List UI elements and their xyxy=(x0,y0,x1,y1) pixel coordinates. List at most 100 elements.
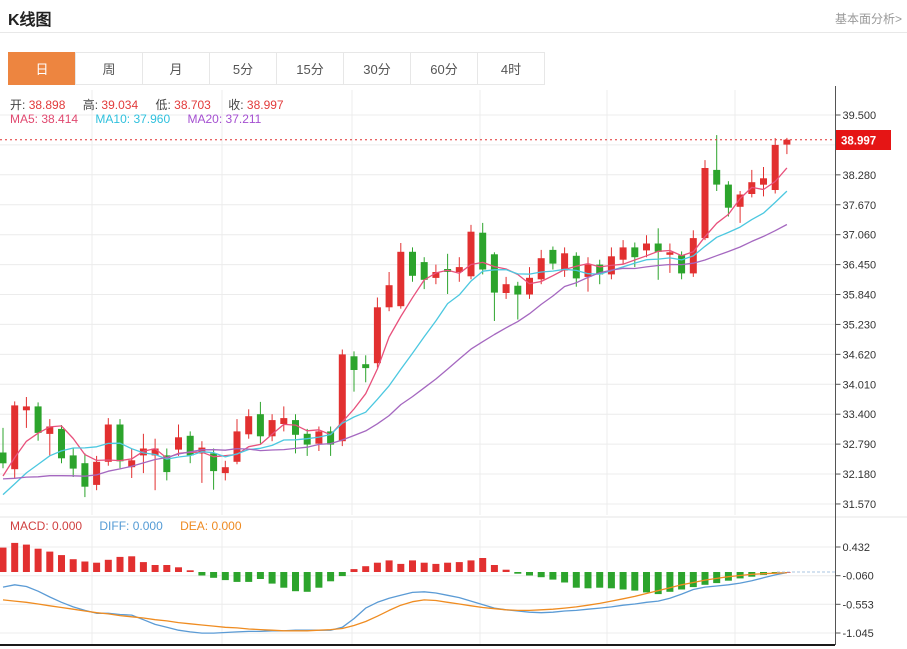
macd-bar xyxy=(175,567,182,572)
macd-bar xyxy=(572,572,580,588)
candle-body xyxy=(11,405,19,470)
candle-body xyxy=(783,139,791,145)
price-axis-label: 32.790 xyxy=(843,439,877,451)
macd-bar xyxy=(596,572,604,588)
candle-body xyxy=(268,420,276,437)
macd-axis-label: -0.060 xyxy=(843,571,874,583)
price-axis-label: 39.500 xyxy=(843,110,877,122)
close-label: 收: xyxy=(228,98,244,112)
ma5-label: MA5: xyxy=(10,112,39,126)
candle-body xyxy=(233,431,241,462)
candle-body xyxy=(186,435,194,456)
macd-bar xyxy=(444,562,452,572)
price-axis-label: 32.180 xyxy=(843,469,877,481)
ma20-line xyxy=(2,223,788,480)
macd-bar xyxy=(666,572,674,592)
macd-bar xyxy=(502,569,510,572)
candle-body xyxy=(771,144,779,190)
candle-body xyxy=(561,253,569,271)
candle-body xyxy=(175,437,182,450)
candle-body xyxy=(350,356,358,370)
price-axis-label: 36.450 xyxy=(843,260,877,272)
macd-axis-label: -1.045 xyxy=(843,628,874,640)
macd-bar xyxy=(93,562,101,572)
macd-bar xyxy=(362,566,370,572)
tab-5min[interactable]: 5分 xyxy=(209,52,277,85)
macd-bar xyxy=(128,556,136,572)
dea-value: 0.000 xyxy=(211,519,242,533)
candle-body xyxy=(584,264,592,277)
macd-bar xyxy=(783,572,791,573)
tab-month[interactable]: 月 xyxy=(142,52,210,85)
macd-bar xyxy=(385,560,393,572)
fundamental-analysis-link[interactable]: 基本面分析> xyxy=(834,12,902,26)
ma-readout: MA5: 38.414 MA10: 37.960 MA20: 37.211 xyxy=(10,112,261,126)
candle-body xyxy=(327,431,335,445)
macd-bar xyxy=(268,572,276,584)
candle-body xyxy=(514,285,522,295)
price-axis-label: 35.840 xyxy=(843,290,877,302)
price-axis-label: 38.280 xyxy=(843,170,877,182)
price-axis-label: 33.400 xyxy=(843,409,877,421)
candle-body xyxy=(58,428,65,459)
price-axis-label: 34.010 xyxy=(843,379,877,391)
candle-body xyxy=(22,406,30,411)
macd-bar xyxy=(373,562,381,572)
candle-body xyxy=(81,463,89,487)
ma5-value: 38.414 xyxy=(41,112,79,126)
macd-bar xyxy=(619,572,627,590)
candle-body xyxy=(736,194,744,207)
high-value: 39.034 xyxy=(101,98,139,112)
macd-bar xyxy=(549,572,557,580)
macd-bar xyxy=(280,572,288,588)
macd-bar xyxy=(34,548,42,572)
close-value: 38.997 xyxy=(246,98,284,112)
macd-bar xyxy=(116,556,124,572)
current-price-tag xyxy=(836,130,891,150)
candle-body xyxy=(292,420,299,435)
tab-30min[interactable]: 30分 xyxy=(343,52,411,85)
macd-bar xyxy=(455,562,463,572)
macd-bar xyxy=(490,565,498,572)
tab-60min[interactable]: 60分 xyxy=(410,52,478,85)
candle-body xyxy=(409,251,416,276)
macd-bar xyxy=(409,560,416,572)
ma20-label: MA20: xyxy=(187,112,223,126)
macd-bar xyxy=(397,563,405,572)
candle-body xyxy=(631,247,639,258)
candle-body xyxy=(666,252,674,255)
ma5-line xyxy=(2,167,788,477)
macd-bar xyxy=(139,562,147,572)
candle-body xyxy=(151,448,159,456)
price-axis-label: 31.570 xyxy=(843,499,877,511)
tab-week[interactable]: 周 xyxy=(75,52,143,85)
macd-bar xyxy=(678,572,686,590)
macd-bar xyxy=(479,558,487,572)
current-price-tag-text: 38.997 xyxy=(841,136,876,148)
candle-body xyxy=(549,249,557,264)
page-title: K线图 xyxy=(8,12,52,29)
price-axis-label: 37.670 xyxy=(843,200,877,212)
macd-bar xyxy=(607,572,615,589)
candle-body xyxy=(596,264,604,275)
tab-4hour[interactable]: 4时 xyxy=(477,52,545,85)
macd-bar xyxy=(689,572,697,588)
tab-day[interactable]: 日 xyxy=(8,52,76,85)
candle-body xyxy=(34,406,42,433)
macd-bar xyxy=(151,565,159,572)
macd-bar xyxy=(315,572,323,588)
candle-body xyxy=(362,364,370,369)
macd-bar xyxy=(584,572,592,589)
header-divider xyxy=(0,32,907,33)
candle-body xyxy=(432,272,440,278)
macd-bar xyxy=(245,572,253,582)
candle-body xyxy=(643,243,650,251)
candle-body xyxy=(245,416,253,435)
macd-bar xyxy=(526,572,533,576)
ma10-label: MA10: xyxy=(95,112,131,126)
candle-body xyxy=(619,247,627,260)
candle-body xyxy=(373,307,381,364)
dea-label: DEA: xyxy=(180,519,209,533)
